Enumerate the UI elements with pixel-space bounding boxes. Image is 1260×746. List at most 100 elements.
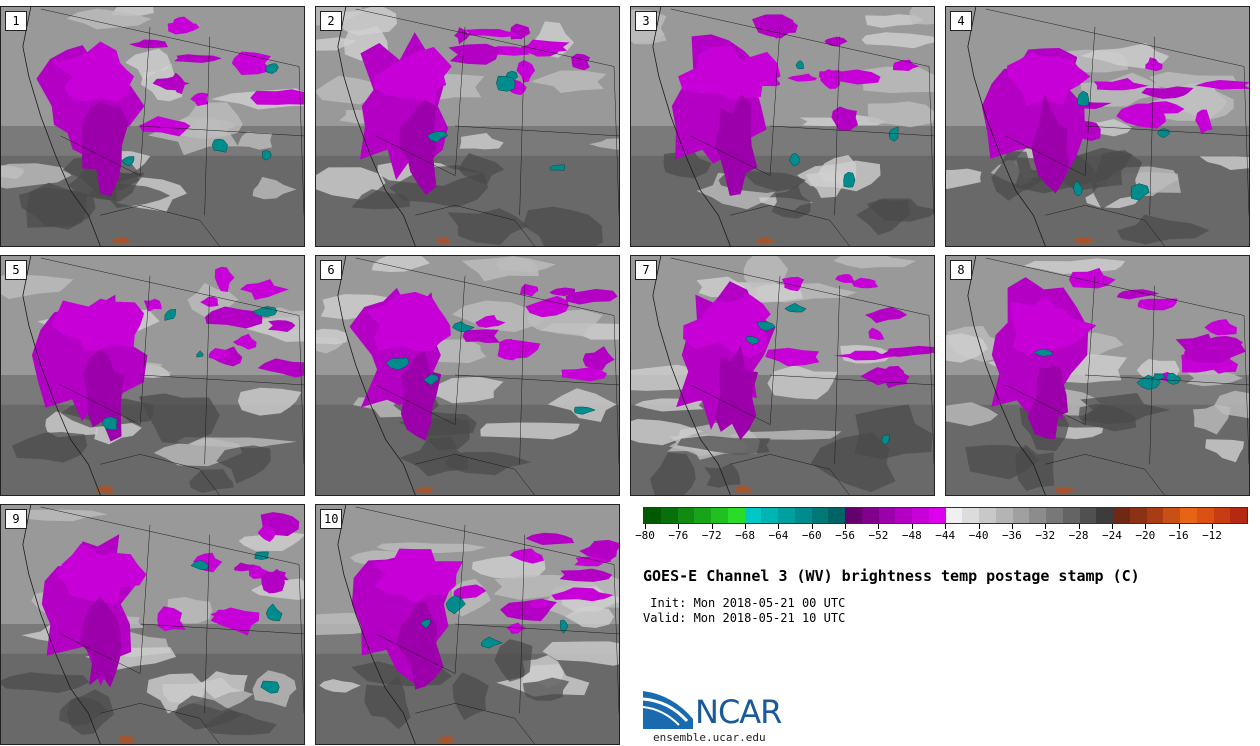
colorbar-tick-label: −56: [835, 529, 856, 542]
member-number-label: 1: [5, 11, 27, 31]
colorbar-segment: [845, 508, 862, 523]
colorbar-segment: [660, 508, 678, 523]
ensemble-member-panel-1: 1: [0, 6, 305, 247]
ncar-logo: NCAR ensemble.ucar.edu: [643, 689, 803, 745]
colorbar-segment: [828, 508, 845, 523]
colorbar-segment: [1129, 508, 1147, 523]
colorbar-segment: [727, 508, 745, 523]
colorbar-tick-label: −76: [668, 529, 689, 542]
water-vapor-map: [1, 7, 304, 246]
colorbar-segment: [1230, 508, 1247, 523]
colorbar-segment: [945, 508, 963, 523]
colorbar-tick: [678, 524, 680, 529]
colorbar-tick-label: −52: [868, 529, 889, 542]
colorbar-tick-label: −16: [1168, 529, 1189, 542]
colorbar-segment: [995, 508, 1013, 523]
colorbar-tick-label: −72: [701, 529, 722, 542]
colorbar-tick: [1178, 524, 1180, 529]
ensemble-member-panel-9: 9: [0, 504, 305, 745]
colorbar-segment: [744, 508, 762, 523]
colorbar-tick: [945, 524, 947, 529]
colorbar-segment: [1012, 508, 1030, 523]
colorbar-segment: [861, 508, 879, 523]
member-number-label: 6: [320, 260, 342, 280]
ensemble-url: ensemble.ucar.edu: [653, 731, 766, 744]
colorbar-tick: [845, 524, 847, 529]
colorbar-tick: [978, 524, 980, 529]
colorbar-tick: [778, 524, 780, 529]
colorbar-segment: [895, 508, 912, 523]
colorbar-tick: [1078, 524, 1080, 529]
member-number-label: 3: [635, 11, 657, 31]
colorbar-segment: [912, 508, 929, 523]
colorbar-segment: [644, 508, 661, 523]
ensemble-member-panel-10: 10: [315, 504, 620, 745]
colorbar-tick-label: −40: [968, 529, 989, 542]
colorbar-tick-label: −20: [1135, 529, 1156, 542]
colorbar-tick-label: −32: [1035, 529, 1056, 542]
member-number-label: 2: [320, 11, 342, 31]
member-number-label: 4: [950, 11, 972, 31]
init-time: Init: Mon 2018-05-21 00 UTC: [643, 596, 846, 610]
water-vapor-map: [946, 7, 1249, 246]
colorbar-segment: [794, 508, 812, 523]
colorbar-tick-label: −64: [768, 529, 789, 542]
colorbar-tick: [1111, 524, 1113, 529]
colorbar-tick-label: −28: [1068, 529, 1089, 542]
colorbar-segment: [711, 508, 728, 523]
colorbar-tick: [1145, 524, 1147, 529]
colorbar-segment: [761, 508, 778, 523]
colorbar-tick: [711, 524, 713, 529]
ncar-swoosh-icon: [643, 691, 693, 729]
member-number-label: 10: [320, 509, 343, 529]
water-vapor-map: [1, 256, 304, 495]
colorbar-segment: [1062, 508, 1080, 523]
colorbar-segment: [1046, 508, 1063, 523]
colorbar-segment: [1163, 508, 1180, 523]
colorbar-tick-label: −24: [1102, 529, 1122, 542]
member-number-label: 9: [5, 509, 27, 529]
colorbar-tick-label: −48: [901, 529, 922, 542]
colorbar-tick: [878, 524, 880, 529]
colorbar-segment: [1146, 508, 1164, 523]
water-vapor-map: [946, 256, 1249, 495]
colorbar-tick-label: −60: [801, 529, 822, 542]
water-vapor-map: [316, 505, 619, 744]
member-number-label: 8: [950, 260, 972, 280]
colorbar-segment: [928, 508, 946, 523]
colorbar-segment: [677, 508, 695, 523]
colorbar-tick: [645, 524, 646, 529]
colorbar-segment: [1079, 508, 1097, 523]
member-number-label: 7: [635, 260, 657, 280]
brightness-temp-colorbar: [643, 507, 1248, 524]
colorbar-segment: [811, 508, 829, 523]
colorbar-segment: [1029, 508, 1046, 523]
ensemble-member-panel-6: 6: [315, 255, 620, 496]
colorbar-tick: [1045, 524, 1047, 529]
colorbar-tick: [1011, 524, 1013, 529]
colorbar-segment: [1113, 508, 1130, 523]
ensemble-member-panel-3: 3: [630, 6, 935, 247]
valid-time: Valid: Mon 2018-05-21 10 UTC: [643, 611, 846, 625]
ensemble-member-panel-2: 2: [315, 6, 620, 247]
water-vapor-map: [1, 505, 304, 744]
colorbar-segment: [1213, 508, 1231, 523]
colorbar-segment: [1180, 508, 1197, 523]
colorbar-tick-label: −80: [635, 529, 655, 542]
colorbar-tick-labels: −80 −76 −72 −68 −64 −60 −56 −52 −48 −44 −40 −36 −32−…: [635, 524, 1248, 548]
ensemble-member-panel-5: 5: [0, 255, 305, 496]
colorbar-tick: [745, 524, 747, 529]
colorbar-tick-label: −12: [1202, 529, 1222, 542]
colorbar-tick-label: −44: [935, 529, 956, 542]
forecast-times: Init: Mon 2018-05-21 00 UTC Valid: Mon 2…: [643, 596, 845, 626]
colorbar-segment: [1096, 508, 1113, 523]
colorbar-segment: [979, 508, 996, 523]
water-vapor-map: [316, 7, 619, 246]
colorbar-tick-label: −36: [1001, 529, 1022, 542]
ensemble-member-panel-7: 7: [630, 255, 935, 496]
colorbar-segment: [778, 508, 795, 523]
colorbar-segment: [878, 508, 896, 523]
colorbar-segment: [694, 508, 711, 523]
member-number-label: 5: [5, 260, 27, 280]
ensemble-member-panel-8: 8: [945, 255, 1250, 496]
